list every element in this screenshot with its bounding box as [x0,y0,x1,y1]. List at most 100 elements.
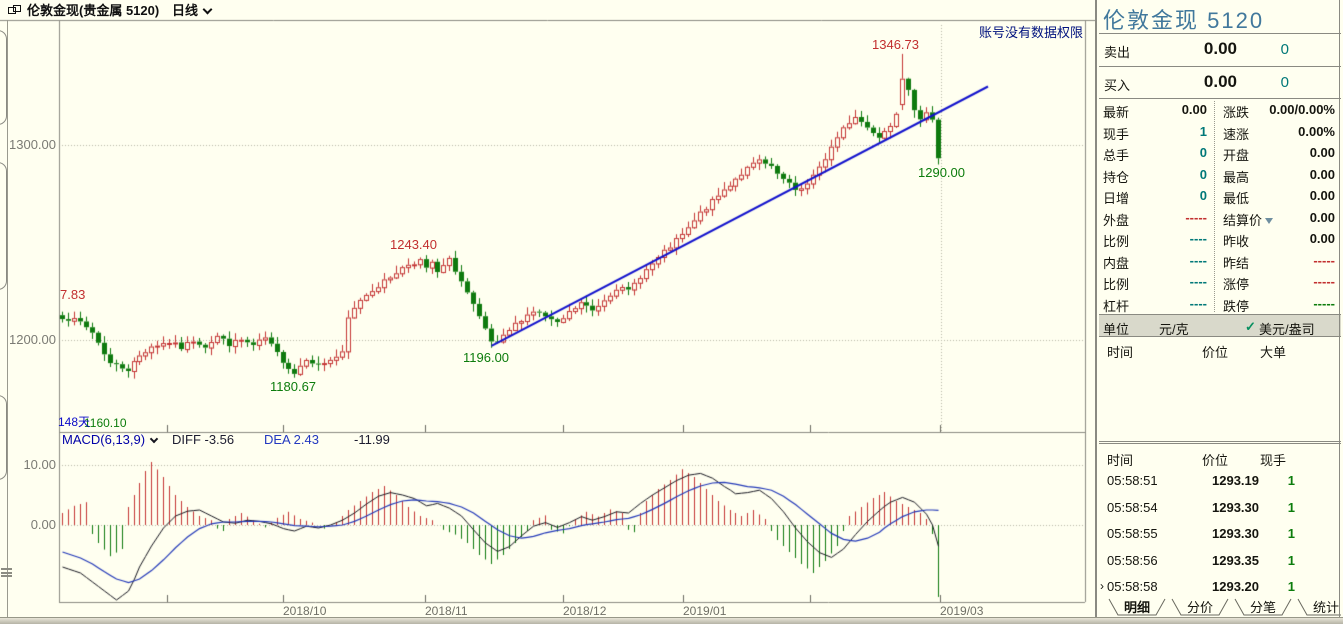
tab-shape[interactable] [1297,598,1341,616]
field-label: 比例 [1103,234,1130,249]
left-sidebar-strip[interactable] [0,20,18,617]
tab-shape[interactable] [1171,598,1229,616]
field-label[interactable]: 结算价 [1223,210,1274,229]
candlestick-macd-canvas[interactable] [0,0,1095,624]
field-value: 0.00 [1309,145,1335,160]
unit-option-gram[interactable]: 元/克 [1159,322,1189,337]
chart-area[interactable]: 伦敦金现(贵金属 5120) 日线 账号没有数据权限 1300.00 1200.… [0,0,1095,624]
quote-grid-row: 总手 0 开盘 0.00 [1099,142,1341,164]
col-price: 价位 [1202,345,1229,360]
side-tab[interactable] [0,162,7,290]
field-label: 现手 [1103,126,1130,142]
y-tick-1300: 1300.00 [9,137,56,152]
bid-volume: 0 [1280,74,1289,91]
field-value: ---- [1189,274,1207,289]
macd-y-tick-10: 10.00 [23,457,56,472]
tick-volume: 1 [1287,473,1295,488]
tab-item[interactable]: 分笔 [1250,600,1276,615]
quote-panel-tabs[interactable]: 明细 分价 分笔 统计 [1099,598,1341,618]
field-label: 外盘 [1103,212,1130,228]
symbol-title: 伦敦金现(贵金属 5120) [27,3,160,18]
field-value: 0.00 [1309,231,1335,246]
field-label: 跌停 [1223,298,1250,314]
field-value: 0.00 [1309,209,1335,225]
tick-row[interactable]: 05:58:56 1293.35 1 [1099,548,1341,575]
tick-price: 1293.20 [1212,579,1259,594]
drag-grip-icon[interactable] [1,568,12,577]
chart-min-price-label: 1160.10 [84,416,127,430]
field-value: ----- [1313,274,1335,289]
macd-dea-value: DEA 2.43 [264,432,319,447]
label-low-oct: 1180.67 [270,379,317,394]
tab-item[interactable]: 分价 [1187,600,1213,615]
ask-row[interactable]: 卖出 0.00 0 [1099,33,1341,65]
col-lastvol: 现手 [1260,453,1287,468]
field-label: 杠杆 [1103,298,1130,314]
big-order-table-header: 时间 价位 大单 [1099,338,1341,361]
unit-option-ounce[interactable]: 美元/盎司 [1259,322,1315,337]
ask-volume: 0 [1280,41,1289,58]
field-value: 0 [1199,188,1207,203]
tab-active[interactable]: 明细 [1124,600,1150,615]
window-restore-icon[interactable] [8,5,22,15]
field-label: 昨收 [1223,234,1250,249]
field-label: 涨停 [1223,277,1250,292]
tick-time: 05:58:55 [1107,526,1158,541]
tick-row[interactable]: 05:58:54 1293.30 1 [1099,495,1341,522]
field-value: ----- [1185,209,1207,225]
field-value: 0.00 [1181,102,1207,117]
chevron-down-icon [202,4,213,15]
tick-price: 1293.35 [1212,552,1259,568]
period-selector[interactable]: 日线 [172,4,213,17]
macd-y-tick-0: 0.00 [30,517,56,532]
macd-indicator-selector[interactable]: MACD(6,13,9) [62,432,159,447]
tick-price: 1293.30 [1212,526,1259,541]
field-label: 开盘 [1223,148,1250,163]
chevron-down-icon [149,434,159,444]
col-time: 时间 [1107,453,1134,468]
field-value: ---- [1189,295,1207,311]
label-low-nov: 1196.00 [463,350,510,365]
col-time: 时间 [1107,345,1134,360]
side-tab[interactable] [0,30,7,125]
tick-price: 1293.19 [1212,473,1259,488]
field-label: 昨结 [1223,255,1250,271]
tab-shape[interactable] [1108,598,1166,616]
tick-price: 1293.30 [1212,499,1259,515]
field-value: ----- [1313,295,1335,311]
label-clipped: 7.83 [60,287,86,302]
field-value: 0 [1199,145,1207,160]
tick-table-header: 时间 价位 现手 [1099,446,1341,469]
dropdown-arrow-icon[interactable] [1265,217,1274,224]
quote-grid-row: 持仓 0 最高 0.00 [1099,164,1341,186]
field-value: 0.00 [1309,188,1335,203]
tick-volume: 1 [1287,526,1295,541]
tick-time: 05:58:58 [1107,579,1158,594]
tick-row[interactable]: › 05:58:58 1293.20 1 [1099,574,1341,601]
quote-grid-row: 最新 0.00 涨跌 0.00/0.00% [1099,99,1341,121]
unit-selector-row: 单位 元/克 ✓ 美元/盎司 [1099,314,1341,337]
tab-item[interactable]: 统计 [1313,600,1339,615]
macd-params-label: MACD(6,13,9) [62,432,146,447]
check-icon: ✓ [1245,319,1256,334]
quote-grid-row: 内盘 ---- 昨结 ----- [1099,250,1341,272]
tick-row[interactable]: 05:58:55 1293.30 1 [1099,521,1341,548]
quote-detail-grid: 最新 0.00 涨跌 0.00/0.00% 现手 1 速涨 0.00% 总手 0 开盘 0.00 持仓 0… [1099,99,1341,314]
field-value: 0.00/0.00% [1269,102,1335,117]
tick-volume: 1 [1287,499,1295,515]
bid-row[interactable]: 买入 0.00 0 [1099,66,1341,98]
unit-label: 单位 [1103,322,1130,337]
field-label: 持仓 [1103,169,1130,185]
col-price: 价位 [1202,453,1229,468]
tick-time: 05:58:54 [1107,499,1158,515]
tab-shape[interactable] [1234,598,1292,616]
side-tab[interactable] [0,395,7,480]
quote-grid-row: 外盘 ----- 结算价 0.00 [1099,207,1341,229]
quote-grid-row: 现手 1 速涨 0.00% [1099,121,1341,143]
tick-row[interactable]: 05:58:51 1293.19 1 [1099,468,1341,495]
x-axis-label: 2018/10 [283,604,327,618]
quote-grid-row: 比例 ---- 昨收 0.00 [1099,228,1341,250]
bars-count-label: 148天 [58,415,91,429]
account-permission-notice: 账号没有数据权限 [978,25,1083,40]
